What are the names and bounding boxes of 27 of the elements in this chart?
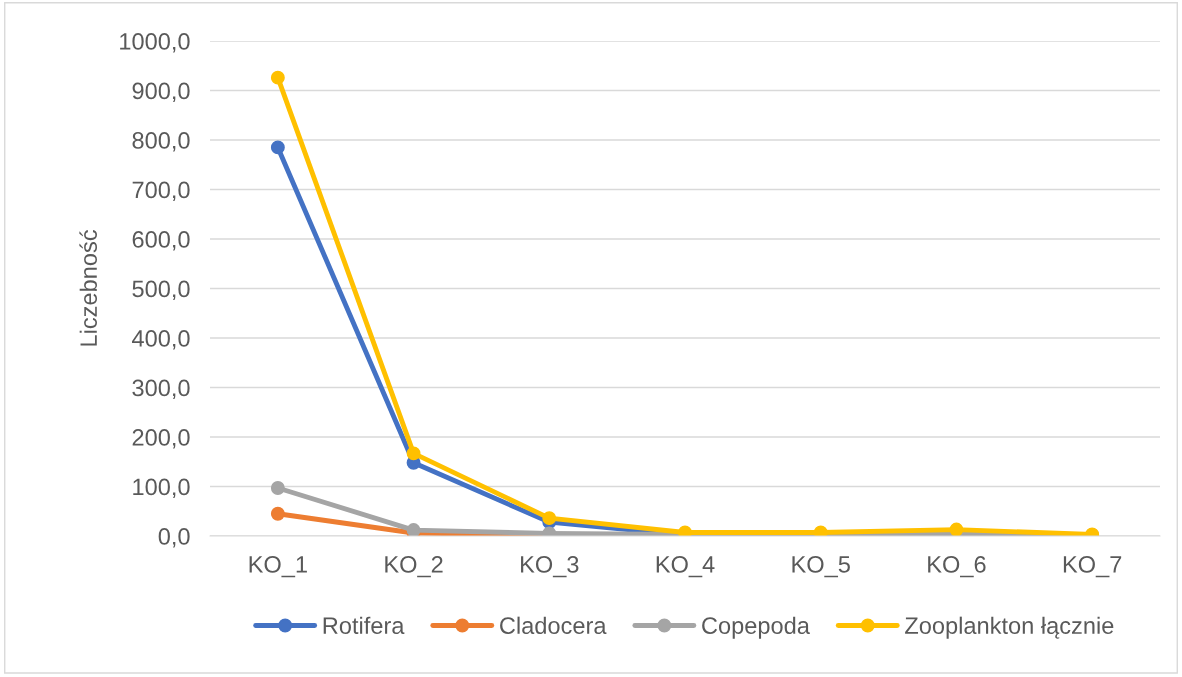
x-tick-label: KO_2	[385, 556, 443, 578]
point	[270, 70, 285, 85]
point	[270, 481, 285, 495]
x-tick-label: KO_4	[656, 556, 715, 578]
y-axis-title: Liczebność	[79, 230, 98, 346]
y-tick-label: 500,0	[132, 280, 190, 301]
legend-label: Copepoda	[702, 616, 810, 639]
y-tick-label: 200,0	[132, 429, 190, 449]
y-tick-label: 900,0	[132, 82, 190, 103]
x-tick-label: KO_1	[249, 556, 307, 578]
legend-label: Cladocera	[500, 616, 607, 634]
point	[270, 140, 285, 155]
y-tick-label: 800,0	[132, 132, 190, 152]
legend-label: Zooplankton łącznie	[905, 616, 1114, 639]
y-tick-label: 300,0	[132, 379, 190, 400]
y-tick-label: 600,0	[132, 231, 190, 251]
point	[406, 446, 421, 461]
legend-label: Rotifera	[323, 616, 405, 634]
y-tick-label: 0,0	[158, 528, 190, 548]
y-tick-label: 100,0	[133, 478, 190, 499]
y-tick-label: 700,0	[132, 181, 190, 202]
x-tick-label: KO_6	[928, 556, 986, 578]
x-tick-label: KO_7	[1063, 556, 1122, 578]
y-tick-label: 400,0	[132, 330, 190, 350]
x-tick-label: KO_3	[521, 556, 579, 578]
y-tick-label: 1000,0	[120, 33, 190, 53]
x-tick-label: KO_5	[792, 556, 850, 578]
